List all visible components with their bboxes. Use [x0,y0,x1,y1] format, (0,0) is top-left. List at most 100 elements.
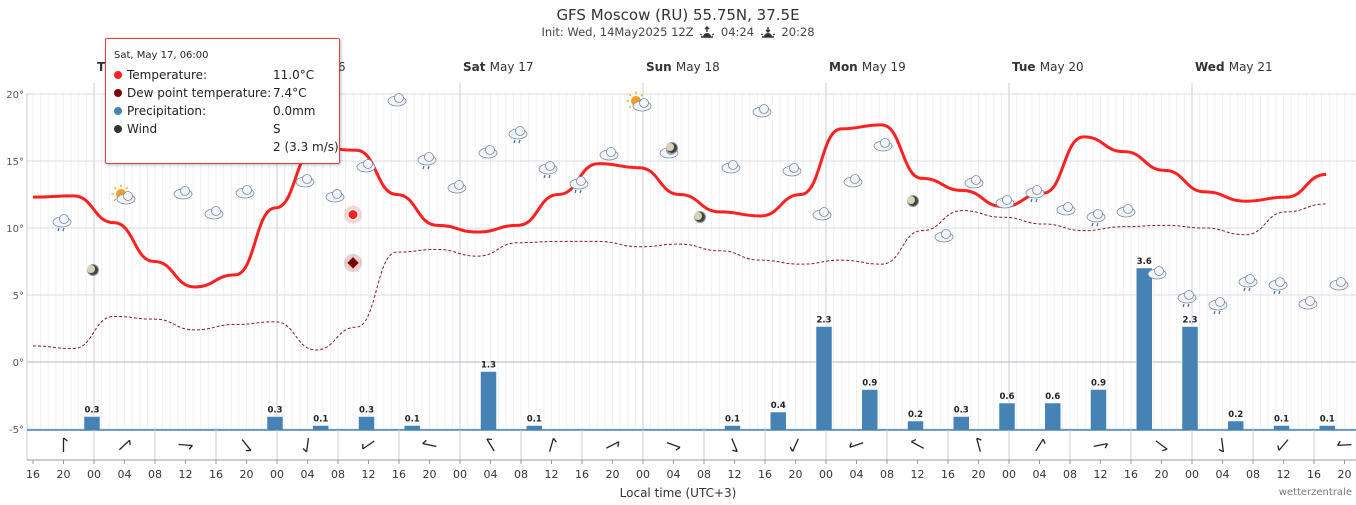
hour-tick-label: 12 [179,468,193,481]
cloud-icon [235,185,255,199]
wind-barb-tip [128,440,131,446]
wind-barb-tip [1277,445,1280,451]
cloud-puff [1002,195,1012,205]
y-tick-label: -5° [9,425,24,436]
cloud-puff [728,160,738,170]
y-tick-label: 20° [6,90,24,101]
rain-drop [518,139,521,144]
hour-tick-label: 08 [697,468,711,481]
day-label: Tue May 20 [1012,60,1084,74]
sun-ray [628,93,632,97]
y-axis-labels: 20° 15° 10° 5° 0° -5° [6,90,24,436]
wind-barb-shaft [486,438,495,452]
wind-barb-shaft [422,442,437,448]
wind-barb-tip [617,441,620,447]
hour-tick-label: 16 [575,468,589,481]
tooltip-wind-speed: 2 (3.3 m/s) [273,140,339,154]
dewpoint-dot-icon [114,89,122,97]
sun-ray [628,105,632,109]
wind-row [62,430,1352,460]
tooltip-row-wind: Wind S [114,121,281,137]
hour-tick-label: 00 [453,468,467,481]
precip-data-label: 0.2 [1228,410,1243,420]
moon-light [907,196,915,204]
cloud-icon [478,145,498,159]
cloud-puff [789,163,799,173]
tooltip-row-temperature: Temperature: 11.0°C [114,67,314,83]
tooltip-date: Sat, May 17, 06:00 [114,50,209,61]
hour-tick-label: 20 [789,468,803,481]
cloud-icon [1329,277,1349,291]
rain-cloud-icon [538,161,558,179]
precip-bar [266,416,284,431]
wind-barb-icon [178,443,193,450]
rain-drop [543,174,546,179]
precip-data-label: 2.3 [1182,316,1197,326]
wind-barb-tip [732,449,738,453]
hour-tick-label: 16 [209,468,223,481]
cloud-icon [995,195,1015,209]
rain-drop [1187,303,1190,308]
cloud-icon [325,189,345,203]
wind-barb-shaft [849,442,864,448]
cloud-puff [332,189,342,199]
grid-lines [26,83,1356,460]
cloud-puff [1063,202,1073,212]
sunset-icon [760,27,775,38]
hour-tick-label: 04 [1216,468,1230,481]
precipitation-dot-icon [114,107,122,115]
hour-tick-label: 12 [1094,468,1108,481]
x-axis-label: Local time (UTC+3) [619,486,737,500]
cloud-icon [387,93,407,107]
init-time: Init: Wed, 14May2025 12Z [541,25,694,39]
rain-drop [1248,287,1251,292]
cloud-puff [1245,274,1255,284]
y-tick-label: 15° [6,157,24,168]
hour-tick-label: 16 [392,468,406,481]
rain-cloud-icon [52,214,72,232]
day-label: Wed May 21 [1195,60,1273,74]
tooltip-value: 7.4°C [273,86,307,100]
precipitation-bars: 0.3 0.3 0.1 0.3 0.1 1.3 0.1 0.1 0.4 2.3 0.9 0.2 0.3 0… [27,257,1356,431]
cloud-puff [850,174,860,184]
rain-cloud-icon [1238,274,1258,292]
cloud-icon [447,180,467,194]
precip-data-label: 3.6 [1137,257,1152,267]
precip-bar [358,416,375,431]
wind-barb-shaft [362,440,375,450]
cloud-puff [1184,290,1194,300]
rain-drop [579,189,582,194]
precip-data-label: 0.4 [771,401,786,411]
hour-tick-label: 20 [1338,468,1352,481]
sun-ray [113,186,117,190]
wind-barb-shaft [548,438,555,452]
hour-tick-label: 00 [1002,468,1016,481]
hour-tick-label: 16 [1307,468,1321,481]
cloud-icon [964,175,984,189]
hour-tick-label: 16 [1124,468,1138,481]
hour-tick-label: 20 [606,468,620,481]
hour-tick-label: 04 [484,468,498,481]
hour-tick-label: 20 [972,468,986,481]
cloud-puff [1305,296,1315,306]
chart-title: GFS Moscow (RU) 55.75N, 37.5E [556,6,800,24]
tooltip-label: Wind [127,122,158,136]
wind-barb-shaft [1221,437,1224,453]
sun-ray [640,93,644,97]
wind-barb-shaft [1278,439,1289,451]
rain-drop [1182,303,1185,308]
tooltip-row-dewpoint: Dew point temperature: 7.4°C [114,85,306,101]
precip-bar [998,402,1016,431]
precip-bar [907,420,924,431]
y-tick-label: 5° [13,291,24,302]
hour-tick-label: 12 [362,468,376,481]
wind-barb-tip [422,439,427,445]
precip-data-label: 0.3 [84,406,99,416]
cloud-icon [116,191,136,205]
precip-data-label: 1.3 [481,361,496,371]
rain-cloud-icon [1268,277,1288,295]
precip-data-label: 0.1 [405,415,420,425]
hour-tick-label: 16 [26,468,40,481]
wind-barb-shaft [1035,438,1044,452]
